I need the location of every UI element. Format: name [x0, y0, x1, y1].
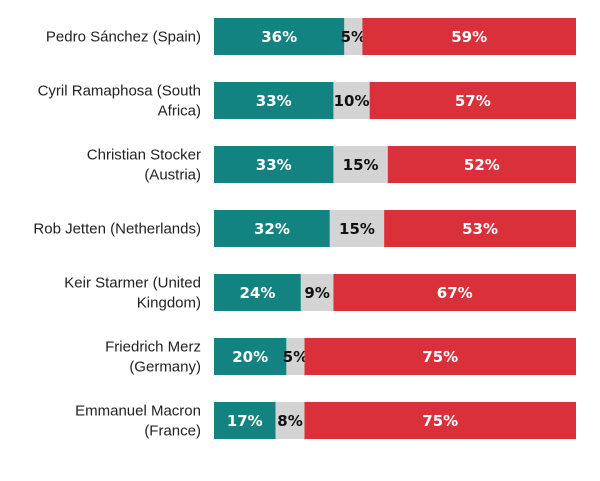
data-label: 17%: [227, 412, 263, 430]
bar-row: Pedro Sánchez (Spain) 36% 5% 59%: [46, 18, 576, 55]
bar-segment-series-1: [214, 146, 334, 183]
bar-row: Christian Stocker (Austria) 33% 15% 52%: [87, 146, 576, 184]
data-label: 5%: [283, 348, 308, 366]
bar-segment-series-3: [304, 338, 576, 375]
bar-segment-series-1: [214, 18, 345, 55]
bar-segment-series-1: [214, 274, 301, 311]
data-label: 36%: [261, 28, 297, 46]
data-label: 10%: [334, 92, 370, 110]
category-label: Rob Jetten (Netherlands): [33, 221, 201, 238]
bar-segment-series-2: [333, 146, 388, 183]
bar-segment-series-2: [344, 18, 363, 55]
category-label: Keir Starmer (United Kingdom): [64, 275, 201, 312]
bar-segment-series-3: [362, 18, 576, 55]
data-label: 15%: [343, 156, 379, 174]
category-label: Christian Stocker (Austria): [87, 147, 201, 184]
bar-segment-series-2: [300, 274, 334, 311]
bar-segment-series-1: [214, 338, 287, 375]
data-label: 9%: [304, 284, 329, 302]
data-label: 33%: [256, 92, 292, 110]
bar-row: Rob Jetten (Netherlands) 32% 15% 53%: [33, 210, 576, 247]
bar-segment-series-2: [286, 338, 305, 375]
data-label: 15%: [339, 220, 375, 238]
bar-segment-series-1: [214, 82, 334, 119]
data-label: 75%: [422, 348, 458, 366]
bar-segment-series-3: [387, 146, 576, 183]
bar-row: Friedrich Merz (Germany) 20% 5% 75%: [105, 338, 576, 376]
bar-segment-series-1: [214, 402, 276, 439]
bar-segment-series-2: [329, 210, 385, 247]
bar-segment-series-3: [384, 210, 576, 247]
data-label: 5%: [341, 28, 366, 46]
data-label: 24%: [239, 284, 275, 302]
data-label: 32%: [254, 220, 290, 238]
data-label: 75%: [422, 412, 458, 430]
data-label: 8%: [277, 412, 302, 430]
bar-segment-series-2: [333, 82, 370, 119]
data-label: 53%: [462, 220, 498, 238]
data-label: 33%: [256, 156, 292, 174]
bar-segment-series-3: [304, 402, 576, 439]
bar-row: Keir Starmer (United Kingdom) 24% 9% 67%: [64, 274, 576, 312]
data-label: 57%: [455, 92, 491, 110]
category-label: Pedro Sánchez (Spain): [46, 29, 201, 46]
data-label: 20%: [232, 348, 268, 366]
bar-row: Cyril Ramaphosa (South Africa) 33% 10% 57%: [38, 82, 576, 120]
category-label: Emmanuel Macron (France): [75, 403, 201, 440]
bar-segment-series-2: [275, 402, 305, 439]
bar-segment-series-1: [214, 210, 330, 247]
bar-segment-series-3: [333, 274, 576, 311]
data-label: 52%: [464, 156, 500, 174]
category-label: Cyril Ramaphosa (South Africa): [38, 83, 201, 120]
bar-row: Emmanuel Macron (France) 17% 8% 75%: [75, 402, 576, 440]
bar-segment-series-3: [369, 82, 576, 119]
data-label: 67%: [437, 284, 473, 302]
data-label: 59%: [451, 28, 487, 46]
category-label: Friedrich Merz (Germany): [105, 339, 201, 376]
